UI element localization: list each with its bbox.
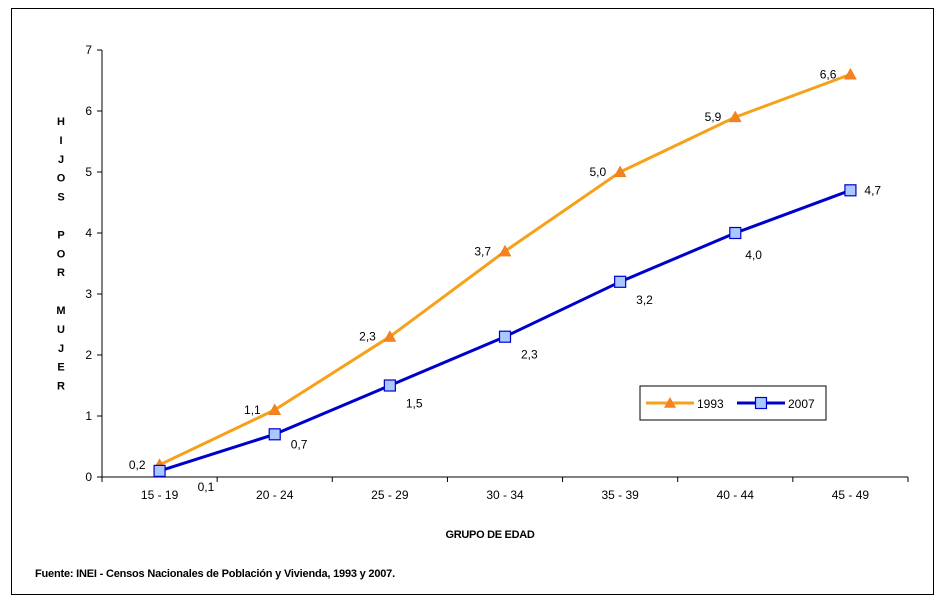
y-axis-title-letter: U <box>57 324 65 336</box>
data-label-2007: 4,0 <box>745 248 762 262</box>
data-label-2007: 1,5 <box>406 397 423 411</box>
data-point-1993 <box>728 110 742 123</box>
data-point-1993 <box>383 330 397 342</box>
x-tick-label: 20 - 24 <box>256 488 294 502</box>
y-tick-label: 1 <box>85 409 92 423</box>
data-label-1993: 5,0 <box>589 165 606 179</box>
axes: 0 1 2 3 4 5 6 7 15 - 19 20 - 24 25 - 29 30 - 34 35 -… <box>85 43 909 502</box>
legend-label-2007: 2007 <box>788 397 815 411</box>
data-point-2007 <box>498 330 512 343</box>
y-tick-label: 7 <box>85 43 92 57</box>
data-label-2007: 3,2 <box>636 293 653 307</box>
data-label-1993: 5,9 <box>705 110 722 124</box>
legend-marker-1993 <box>664 397 676 408</box>
y-tick-label: 0 <box>85 470 92 484</box>
y-tick-label: 2 <box>85 348 92 362</box>
x-axis-title: GRUPO DE EDAD <box>446 529 535 541</box>
x-tick-label: 35 - 39 <box>601 488 639 502</box>
y-axis-title-letter: I <box>59 135 62 147</box>
data-point-2007 <box>268 428 281 441</box>
series-layer <box>153 67 857 477</box>
data-label-1993: 3,7 <box>474 244 491 258</box>
y-tick-label: 6 <box>85 104 92 118</box>
y-axis-title-letter: S <box>57 192 64 204</box>
data-label-2007: 4,7 <box>864 183 881 197</box>
data-point-2007 <box>844 184 857 197</box>
y-tick-label: 3 <box>85 287 92 301</box>
legend-marker-2007 <box>754 396 768 410</box>
chart-frame <box>11 8 934 595</box>
y-tick-label: 4 <box>85 226 92 240</box>
data-label-1993: 0,2 <box>129 458 146 472</box>
y-tick-label: 5 <box>85 165 92 179</box>
y-axis-title-letter: J <box>58 343 64 355</box>
data-label-1993: 2,3 <box>359 330 376 344</box>
x-tick-label: 15 - 19 <box>141 488 179 502</box>
data-point-2007 <box>614 275 627 288</box>
y-axis-title-letter: P <box>57 229 64 241</box>
data-label-1993: 6,6 <box>820 67 837 81</box>
data-label-2007: 2,3 <box>521 348 538 362</box>
y-axis-title-letter: J <box>58 154 64 166</box>
x-tick-label: 45 - 49 <box>832 488 870 502</box>
y-axis-title-letter: R <box>57 381 65 393</box>
x-tick-label: 30 - 34 <box>486 488 524 502</box>
data-label-2007: 0,7 <box>291 437 308 451</box>
data-label-1993: 1,1 <box>244 403 261 417</box>
data-point-1993 <box>498 244 512 257</box>
data-point-1993 <box>844 67 857 80</box>
y-axis-title-letter: H <box>57 116 65 128</box>
source-note: Fuente: INEI - Censos Nacionales de Pobl… <box>35 568 395 580</box>
y-axis-title-letter: E <box>57 362 64 374</box>
y-axis-title-letter: O <box>57 173 66 185</box>
data-point-2007 <box>383 379 396 392</box>
data-point-2007 <box>729 226 742 240</box>
data-labels: 0,2 1,1 2,3 3,7 5,0 5,9 6,6 0,1 0,7 1,5 2,3 3,2 4,0 4… <box>129 67 882 494</box>
legend-label-1993: 1993 <box>697 397 724 411</box>
y-axis-title-letter: R <box>57 267 65 279</box>
data-point-2007 <box>153 464 166 477</box>
data-point-1993 <box>268 403 282 415</box>
data-point-1993 <box>613 165 627 178</box>
data-label-2007: 0,1 <box>198 480 215 494</box>
y-axis-title-letter: O <box>57 248 66 260</box>
legend: 1993 2007 <box>639 385 827 421</box>
x-tick-label: 40 - 44 <box>717 488 755 502</box>
x-tick-label: 25 - 29 <box>371 488 409 502</box>
y-axis-title-letter: M <box>56 305 65 317</box>
